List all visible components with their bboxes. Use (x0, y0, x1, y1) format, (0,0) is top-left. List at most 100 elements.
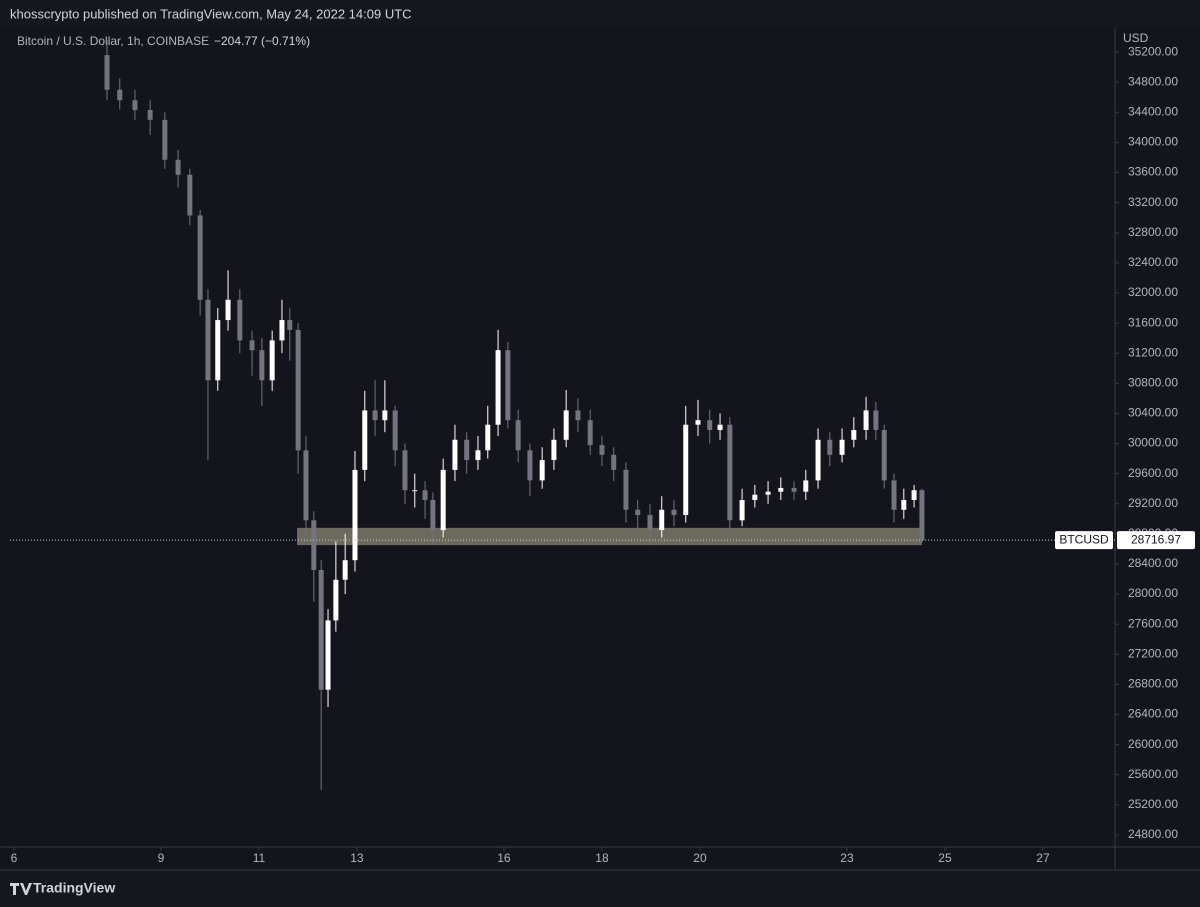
y-tick-label: 26400.00 (1128, 707, 1178, 721)
y-tick-label: 30800.00 (1128, 375, 1178, 389)
logo-icon (10, 883, 32, 895)
candle-body (881, 429, 887, 481)
candle-body (237, 299, 243, 341)
candle-body (422, 490, 428, 500)
y-tick-label: 34000.00 (1128, 135, 1178, 149)
candle-body (197, 215, 203, 300)
candle-body (175, 159, 181, 175)
candle-body (295, 329, 301, 451)
candle-body (440, 469, 446, 531)
y-tick-label: 34800.00 (1128, 74, 1178, 88)
brand: TradingView (33, 880, 115, 896)
candle-body (215, 320, 221, 381)
candle-body (452, 439, 458, 470)
change: −204.77 (−0.71%) (214, 34, 310, 48)
y-axis-label: USD (1123, 31, 1149, 45)
candle-body (303, 450, 309, 521)
candle-body (249, 340, 255, 351)
y-tick-label: 32000.00 (1128, 285, 1178, 299)
candle-body (727, 424, 733, 521)
y-tick-label: 30000.00 (1128, 436, 1178, 450)
candle-body (505, 350, 511, 421)
candle-body (919, 490, 925, 541)
candle-body (287, 320, 293, 330)
symbol-tag-box (1055, 531, 1113, 550)
candle-body (475, 450, 481, 461)
candle-body (527, 450, 533, 481)
candle-body (863, 410, 869, 430)
candle-body (342, 560, 348, 580)
candle-body (430, 499, 436, 531)
candle-body (803, 480, 809, 492)
candle-body (464, 439, 470, 461)
candle-body (402, 450, 408, 491)
candle-body (778, 487, 784, 492)
y-tick-label: 33200.00 (1128, 195, 1178, 209)
candle-body (635, 509, 641, 516)
candle-body (587, 420, 593, 446)
y-tick-label: 27200.00 (1128, 646, 1178, 660)
candle-body (412, 490, 418, 492)
candle-body (539, 460, 545, 481)
candle-body (851, 429, 857, 440)
x-tick-label: 27 (1036, 851, 1050, 865)
x-tick-label: 25 (938, 851, 952, 865)
y-tick-label: 25600.00 (1128, 767, 1178, 781)
candle-body (739, 499, 745, 521)
y-tick-label: 28000.00 (1128, 586, 1178, 600)
candle-body (671, 509, 677, 516)
price-tag: 28716.97 (1131, 532, 1181, 546)
candle-body (765, 491, 771, 495)
candle-body (372, 410, 378, 421)
candle-body (132, 100, 138, 111)
y-tick-label: 26800.00 (1128, 677, 1178, 691)
candle-body (717, 424, 723, 430)
x-tick-label: 6 (11, 851, 18, 865)
candle-body (647, 515, 653, 531)
y-tick-label: 26000.00 (1128, 737, 1178, 751)
candle-body (495, 350, 501, 425)
candle-body (623, 469, 629, 510)
candle-body (815, 439, 821, 481)
candle-body (485, 424, 491, 451)
candle-body (147, 110, 153, 120)
highlight-band (297, 527, 922, 546)
y-tick-label: 35200.00 (1128, 44, 1178, 58)
x-tick-label: 20 (693, 851, 707, 865)
candle-body (311, 520, 317, 570)
candle-body (873, 410, 879, 430)
x-tick-label: 23 (840, 851, 854, 865)
y-tick-label: 29200.00 (1128, 496, 1178, 510)
candle-body (752, 494, 758, 500)
candle-body (187, 174, 193, 216)
candle-body (104, 55, 110, 90)
candle-body (225, 299, 231, 321)
y-tick-label: 31200.00 (1128, 345, 1178, 359)
candle-body (162, 119, 168, 160)
x-tick-label: 11 (253, 851, 266, 865)
candle-body (563, 410, 569, 440)
candle-body (279, 320, 285, 341)
candle-body (382, 410, 388, 421)
candle-body (362, 410, 368, 470)
y-tick-label: 33600.00 (1128, 165, 1178, 179)
y-tick-label: 31600.00 (1128, 315, 1178, 329)
y-tick-label: 34400.00 (1128, 104, 1178, 118)
y-tick-label: 28400.00 (1128, 556, 1178, 570)
candle-body (891, 480, 897, 510)
candle-body (695, 420, 701, 425)
candle-body (325, 620, 331, 690)
candle-body (269, 340, 275, 381)
y-tick-label: 32800.00 (1128, 225, 1178, 239)
x-tick-label: 18 (595, 851, 609, 865)
candle-body (117, 89, 123, 101)
symbol-tag: BTCUSD (1059, 532, 1109, 546)
plot: 24800.00 25200.00 25600.00 26000.00 26400.00… (11, 40, 1178, 865)
x-tick-label: 16 (497, 851, 511, 865)
candle-body (827, 439, 833, 455)
candle-body (352, 469, 358, 561)
price-tag-box (1117, 531, 1195, 550)
x-tick-label: 13 (350, 851, 364, 865)
candle-body (333, 579, 339, 621)
